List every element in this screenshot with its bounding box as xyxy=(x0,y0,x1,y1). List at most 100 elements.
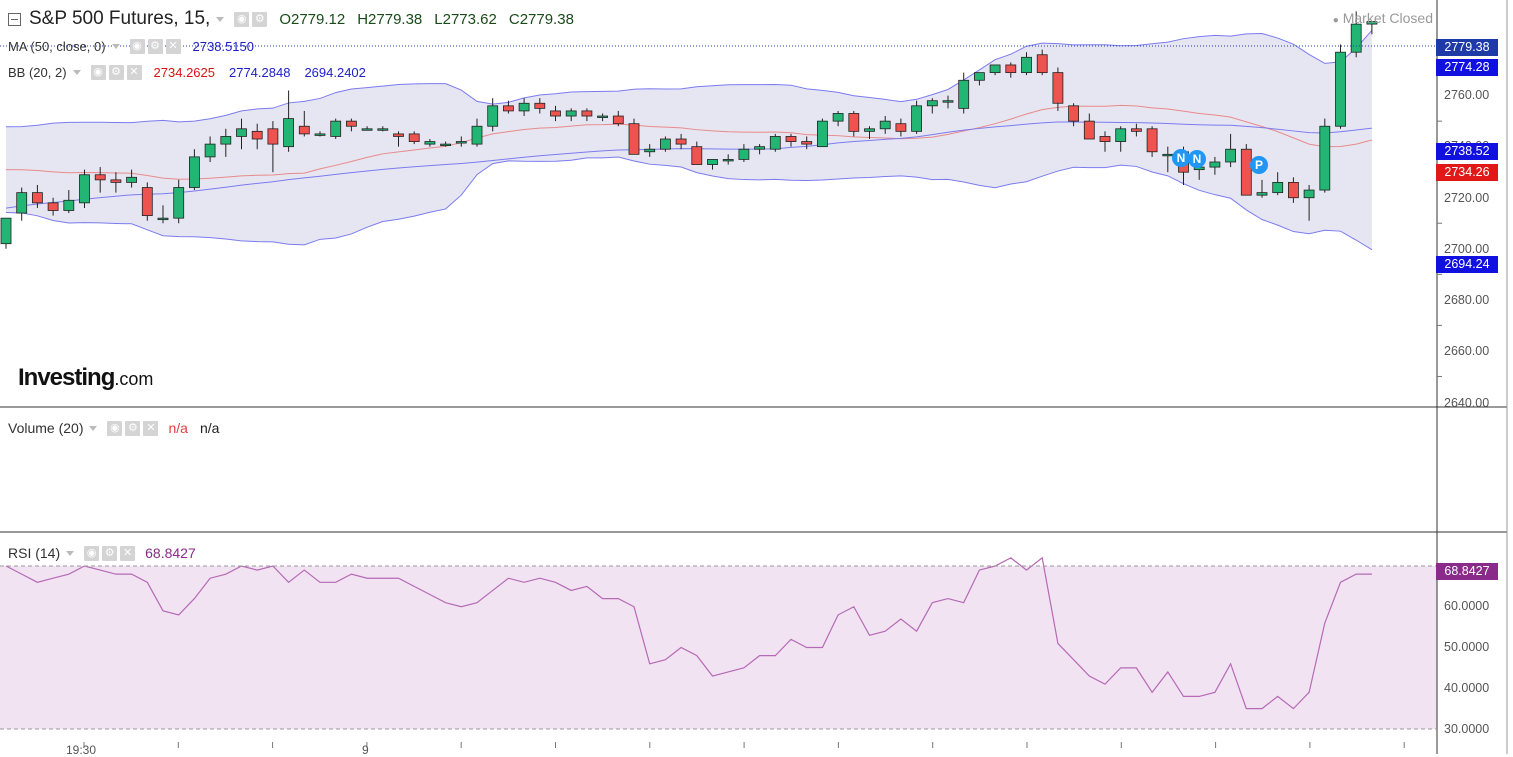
news-marker[interactable]: N xyxy=(1188,150,1206,168)
candle-body xyxy=(534,102,546,109)
bb-mid-value: 2734.2625 xyxy=(153,65,215,80)
candle-body xyxy=(817,120,828,148)
candle-body xyxy=(16,192,28,214)
main-legend: S&P 500 Futures, 15, ◉ ⚙ O2779.12 H2779.… xyxy=(8,8,586,30)
candle-body xyxy=(926,100,938,107)
candlestick-series[interactable] xyxy=(0,11,1378,249)
pattern-marker[interactable]: P xyxy=(1250,156,1268,174)
candle-body xyxy=(1303,189,1315,199)
candle-body xyxy=(32,192,43,204)
candle-body xyxy=(283,118,295,148)
candle-body xyxy=(157,217,169,221)
candle-body xyxy=(267,128,279,145)
open-value: O2779.12 xyxy=(279,10,346,28)
candle-body xyxy=(707,159,718,165)
candle-body xyxy=(801,141,813,145)
candle-body xyxy=(1350,23,1362,53)
ma-legend: MA (50, close, 0) ◉ ⚙ ✕ 2738.5150 xyxy=(8,39,254,54)
eye-icon[interactable]: ◉ xyxy=(107,420,123,436)
eye-icon[interactable]: ◉ xyxy=(129,39,145,54)
candle-body xyxy=(518,102,530,112)
chevron-down-icon[interactable] xyxy=(66,550,75,556)
candle-body xyxy=(236,128,247,137)
candle-body xyxy=(1052,72,1064,104)
gear-icon[interactable]: ⚙ xyxy=(102,545,118,561)
rsi-tick: 60.0000 xyxy=(1444,599,1490,613)
candle-body xyxy=(597,115,608,118)
chevron-down-icon[interactable] xyxy=(89,425,98,431)
candle-body xyxy=(691,146,703,165)
bb-upper-tag: 2774.28 xyxy=(1436,59,1498,76)
news-marker[interactable]: N xyxy=(1172,149,1190,167)
candle-body xyxy=(974,72,985,81)
bb-legend: BB (20, 2) ◉ ⚙ ✕ 2734.2625 2774.2848 269… xyxy=(8,65,366,80)
candle-body xyxy=(864,128,875,132)
candle-body xyxy=(47,202,59,211)
candle-body xyxy=(1319,125,1331,191)
close-icon[interactable]: ✕ xyxy=(165,39,181,54)
chevron-down-icon[interactable] xyxy=(72,70,81,75)
candle-body xyxy=(220,136,232,145)
eye-icon[interactable]: ◉ xyxy=(84,545,100,561)
bb-lower-tag: 2694.24 xyxy=(1436,256,1498,273)
close-icon[interactable]: ✕ xyxy=(126,65,142,80)
candle-body xyxy=(942,100,954,103)
volume-label: Volume (20) xyxy=(8,420,84,436)
logo-text: Investing xyxy=(18,364,115,391)
collapse-icon[interactable] xyxy=(8,12,21,26)
candle-body xyxy=(377,128,389,131)
candle-body xyxy=(785,136,797,142)
candle-body xyxy=(769,136,781,150)
eye-icon[interactable]: ◉ xyxy=(90,65,106,80)
candle-body xyxy=(0,217,12,245)
candle-body xyxy=(251,130,263,140)
candle-body xyxy=(911,105,922,132)
bb-label: BB (20, 2) xyxy=(8,65,67,80)
volume-value-2: n/a xyxy=(199,420,220,436)
close-value: C2779.38 xyxy=(508,10,574,28)
gear-icon[interactable]: ⚙ xyxy=(125,420,141,436)
candle-body xyxy=(1005,64,1017,74)
eye-icon[interactable]: ◉ xyxy=(234,11,250,27)
last-price-tag: 2779.38 xyxy=(1436,39,1498,56)
price-tick: 2720.00 xyxy=(1444,191,1490,205)
candle-body xyxy=(675,138,687,145)
price-tick: 2700.00 xyxy=(1444,242,1490,256)
rsi-tick: 50.0000 xyxy=(1444,640,1490,654)
candle-body xyxy=(754,146,765,150)
price-tick: 2760.00 xyxy=(1444,88,1490,102)
chevron-down-icon[interactable] xyxy=(216,16,225,22)
rsi-legend: RSI (14) ◉ ⚙ ✕ 68.8427 xyxy=(8,545,196,561)
candle-body xyxy=(204,143,216,158)
close-icon[interactable]: ✕ xyxy=(120,545,136,561)
candle-body xyxy=(895,123,907,132)
candle-body xyxy=(1288,182,1299,199)
candle-body xyxy=(1115,128,1127,142)
close-icon[interactable]: ✕ xyxy=(143,420,159,436)
chevron-down-icon[interactable] xyxy=(111,44,120,49)
ma-label: MA (50, close, 0) xyxy=(8,39,106,54)
volume-legend: Volume (20) ◉ ⚙ ✕ n/a n/a xyxy=(8,420,219,436)
candle-body xyxy=(110,179,122,183)
candle-body xyxy=(424,141,436,145)
indicator-lines xyxy=(5,30,1373,251)
bb-mid-line xyxy=(5,104,1373,180)
market-status-text: Market Closed xyxy=(1342,10,1433,26)
gear-icon[interactable]: ⚙ xyxy=(108,65,124,80)
price-tick: 2640.00 xyxy=(1444,396,1490,410)
rsi-series xyxy=(5,556,1372,710)
logo-suffix: .com xyxy=(114,369,154,389)
candle-body xyxy=(581,110,593,117)
price-tick: 2660.00 xyxy=(1444,344,1490,358)
candle-body xyxy=(455,141,467,144)
low-value: L2773.62 xyxy=(434,10,497,28)
candle-body xyxy=(1240,148,1252,196)
candle-body xyxy=(644,148,656,153)
gear-icon[interactable]: ⚙ xyxy=(147,39,163,54)
candle-body xyxy=(832,113,844,122)
status-dot-icon: ● xyxy=(1332,15,1339,26)
candle-body xyxy=(848,113,860,132)
gear-icon[interactable]: ⚙ xyxy=(252,11,268,27)
